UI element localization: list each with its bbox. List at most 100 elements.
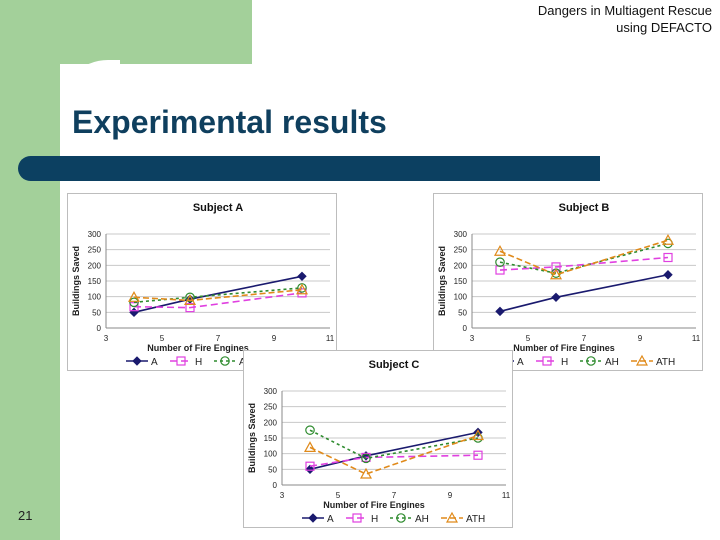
x-tick-label: 7 [392,491,397,500]
x-tick-label: 11 [692,334,701,343]
data-point-ath [303,441,317,453]
y-tick-label: 150 [454,277,468,286]
x-tick-label: 5 [160,334,165,343]
series-line-ah [309,429,479,460]
legend-label-ah: AH [605,357,619,368]
y-axis-label: Buildings Saved [437,246,447,316]
legend-label-ath: ATH [656,357,675,368]
legend-marker-h [176,356,186,366]
series-line-ath [499,239,669,276]
x-tick-label: 7 [216,334,221,343]
legend-marker-ah [220,356,230,366]
data-point-a [495,306,505,317]
y-axis-label: Buildings Saved [247,403,257,473]
series-line-ah [133,287,303,304]
chart-svg: Subject B 0 50 100 150 200 250 300 3 5 7 9 11 Number … [437,202,701,368]
series-line-ath [309,434,479,475]
legend-label-a: A [517,357,524,368]
x-axis-label: Number of Fire Engines [147,343,249,353]
legend-label-h: H [195,357,202,368]
chart-svg: Subject C 0 50 100 150 200 250 300 3 5 7 9 11 Number … [247,359,511,525]
chart-subject-a: Subject A 0 50 100 150 200 250 300 3 5 7 9 11 Number … [67,193,337,371]
y-tick-label: 300 [88,230,102,239]
y-tick-label: 150 [264,434,278,443]
series-line-h [499,256,669,271]
data-point-a [305,464,315,475]
x-tick-label: 11 [502,491,511,500]
data-point-ath [493,244,507,256]
x-tick-label: 7 [582,334,587,343]
chart-title: Subject C [369,359,420,371]
slide-number: 21 [18,508,33,523]
data-point-h [129,302,139,312]
chart-subject-c: Subject C 0 50 100 150 200 250 300 3 5 7 9 11 Number … [243,350,513,528]
chart-title: Subject A [193,202,243,214]
data-point-ath [295,283,309,295]
y-tick-label: 0 [463,324,468,333]
series-line-ath [133,288,303,302]
data-point-ah [361,453,371,464]
y-tick-label: 200 [88,261,102,270]
title-bar [18,156,600,181]
data-point-h [305,461,315,471]
y-tick-label: 100 [454,293,468,302]
sidebar-accent [0,0,60,540]
data-point-h [663,252,673,263]
y-tick-label: 0 [97,324,102,333]
header-line-2: using DEFACTO [616,20,712,35]
legend-marker-ath [445,511,459,523]
data-point-ath [127,291,141,302]
legend-label-h: H [371,514,378,525]
legend-label-a: A [327,514,334,525]
legend-label-a: A [151,357,158,368]
data-point-ath [183,294,197,306]
data-point-ath [661,234,675,245]
legend-marker-ah [586,356,596,366]
data-point-h [473,450,483,460]
data-point-a [551,292,561,303]
data-point-a [129,307,139,318]
y-tick-label: 100 [264,450,278,459]
y-tick-label: 300 [264,387,278,396]
data-point-ath [359,467,373,479]
x-tick-label: 9 [448,491,453,500]
slide-header: Dangers in Multiagent Rescue using DEFAC… [538,2,712,36]
chart-subject-b: Subject B 0 50 100 150 200 250 300 3 5 7 9 11 Number … [433,193,703,371]
legend-marker-ah [396,513,406,523]
slide-title: Experimental results [72,104,387,140]
x-tick-label: 5 [526,334,531,343]
legend-label-ath: ATH [466,514,485,525]
legend-marker-a [308,513,318,523]
y-tick-label: 200 [264,418,278,427]
data-point-a [663,270,673,280]
y-tick-label: 300 [454,230,468,239]
x-tick-label: 9 [272,334,277,343]
x-tick-label: 11 [326,334,335,343]
y-tick-label: 250 [454,246,468,255]
y-tick-label: 50 [458,308,467,317]
y-tick-label: 50 [268,465,277,474]
y-tick-label: 0 [273,481,278,490]
y-axis-label: Buildings Saved [71,246,81,316]
legend-label-ah: AH [415,514,429,525]
x-tick-label: 3 [104,334,109,343]
data-point-ah [305,425,315,435]
data-point-ah [129,297,139,308]
x-tick-label: 9 [638,334,643,343]
y-tick-label: 100 [88,293,102,302]
data-point-ah [495,257,505,267]
series-line-h [133,292,303,309]
legend-marker-ath [635,354,649,366]
x-axis-label: Number of Fire Engines [323,500,425,510]
data-point-h [185,303,195,313]
y-tick-label: 50 [92,308,101,317]
data-point-ath [471,429,485,441]
series-line-ah [499,242,669,274]
legend-label-h: H [561,357,568,368]
series-line-a [499,273,669,313]
y-tick-label: 250 [264,403,278,412]
x-axis-label: Number of Fire Engines [513,343,615,353]
header-line-1: Dangers in Multiagent Rescue [537,3,712,18]
data-point-ah [185,292,195,303]
data-point-a [297,271,307,282]
